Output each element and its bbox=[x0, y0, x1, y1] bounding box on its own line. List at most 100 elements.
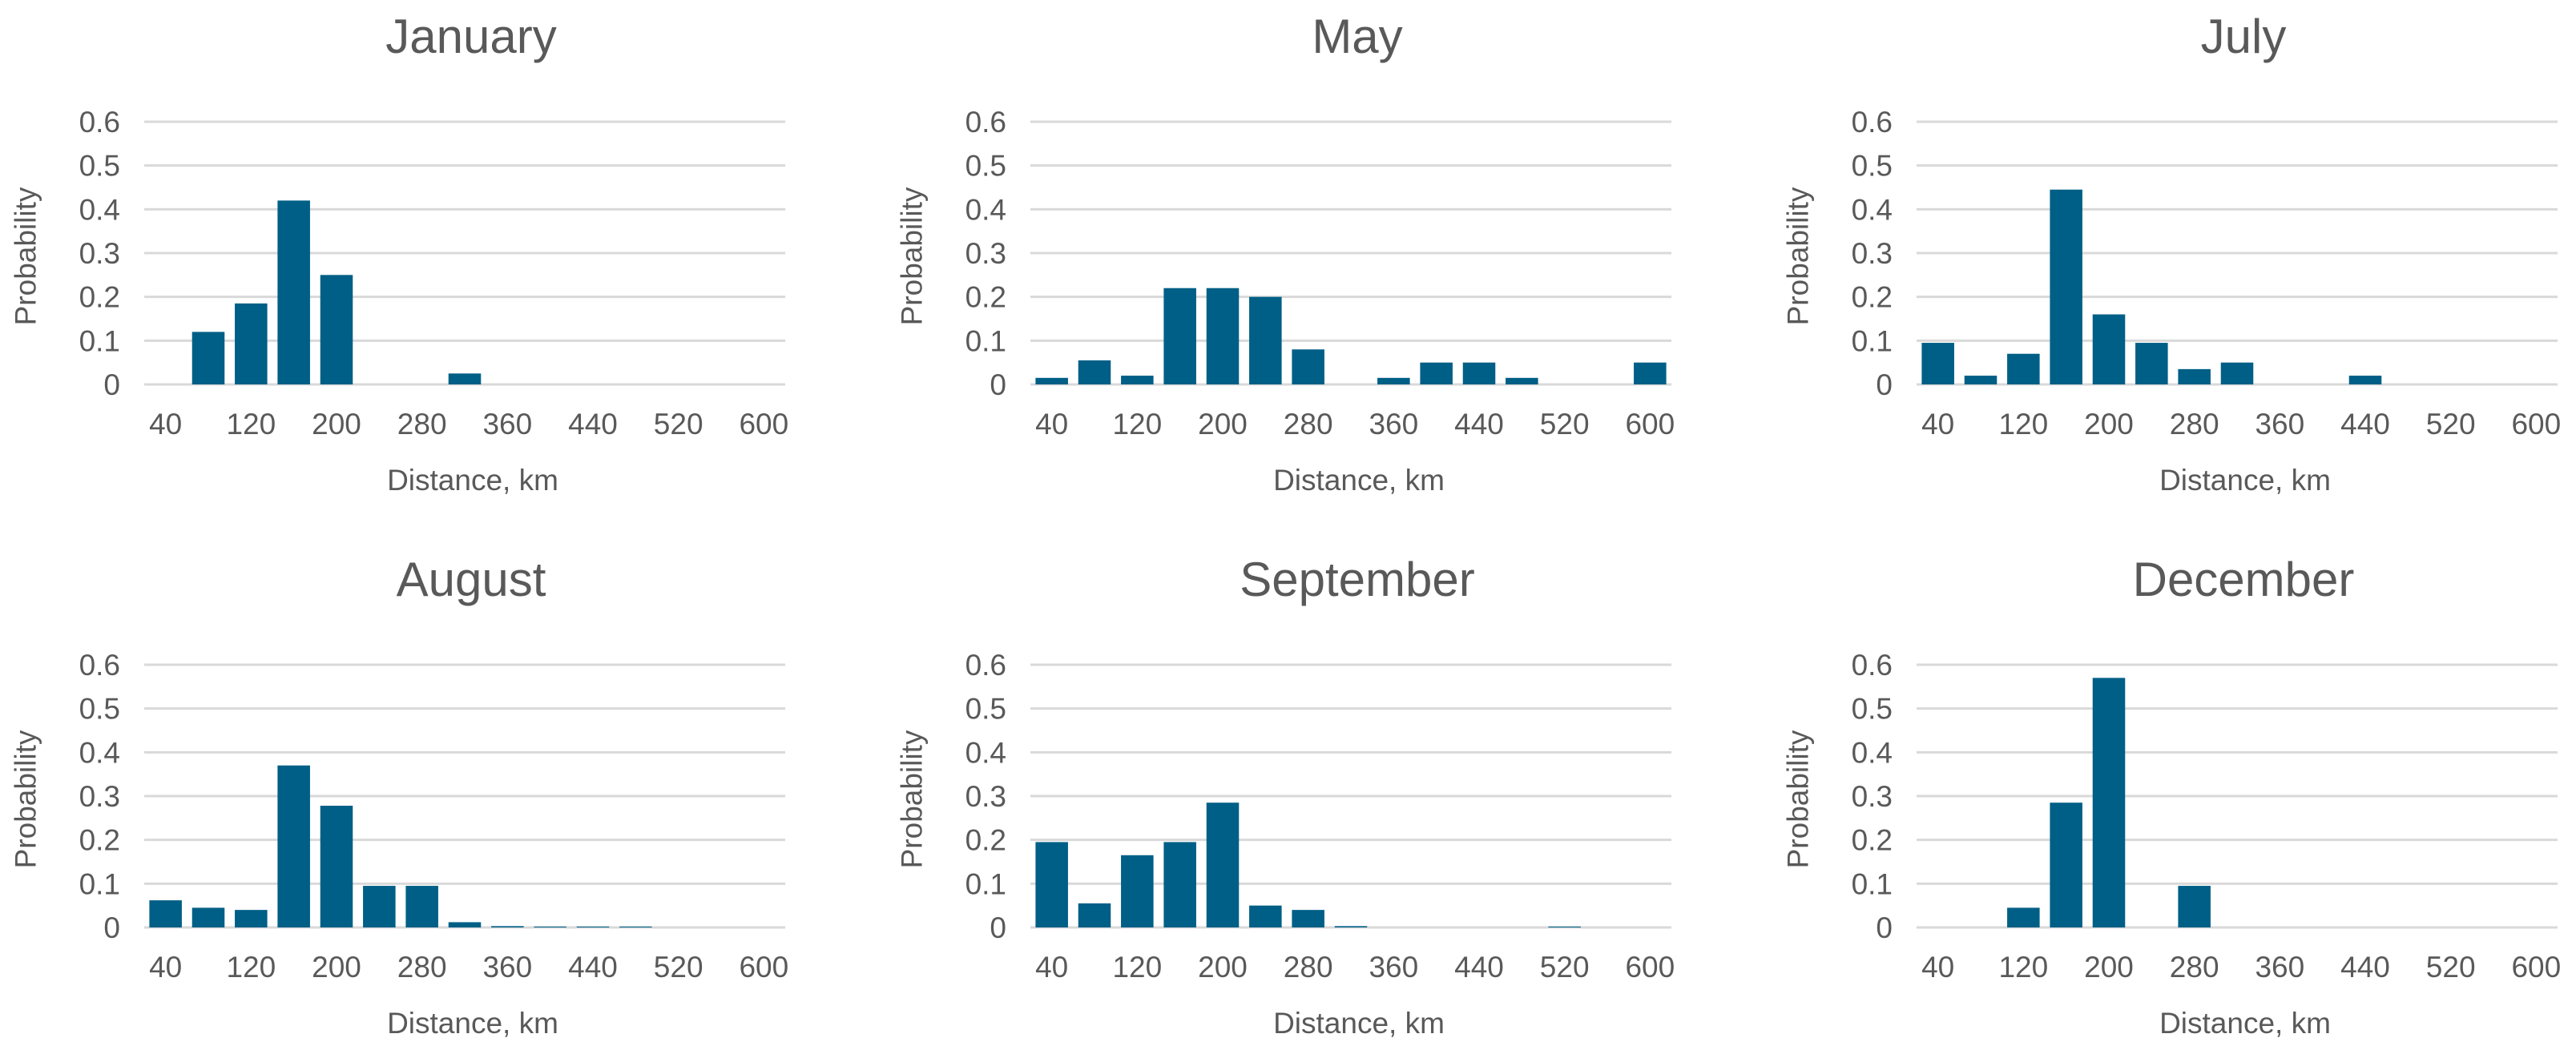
bar-320 bbox=[1334, 926, 1368, 927]
x-tick-label: 200 bbox=[312, 408, 361, 440]
bar-120 bbox=[235, 910, 268, 927]
y-tick-label: 0.2 bbox=[79, 281, 120, 314]
y-tick-label: 0.2 bbox=[965, 281, 1006, 314]
bar-160 bbox=[2050, 189, 2082, 384]
y-tick-label: 0.1 bbox=[79, 867, 120, 900]
x-tick-label: 600 bbox=[2511, 408, 2561, 440]
y-tick-label: 0.4 bbox=[79, 193, 120, 226]
bar-80 bbox=[1078, 360, 1111, 384]
x-tick-label: 600 bbox=[1625, 408, 1675, 440]
y-tick-label: 0 bbox=[1876, 368, 1893, 401]
chart-panel-december: December 0 0.1 0.2 0.3 0.4 0.5 0.6 40 120 200 280 36… bbox=[1782, 553, 2562, 1040]
y-tick-label: 0.3 bbox=[79, 237, 120, 270]
x-tick-label: 360 bbox=[482, 408, 532, 440]
x-tick-label: 280 bbox=[1284, 951, 1333, 984]
y-tick-label: 0.2 bbox=[965, 824, 1006, 857]
x-tick-label: 360 bbox=[1369, 951, 1418, 984]
x-axis-label: Distance, km bbox=[2159, 464, 2331, 497]
bar-160 bbox=[277, 200, 310, 384]
x-tick-label: 40 bbox=[1921, 408, 1954, 440]
x-tick-label: 520 bbox=[1540, 951, 1590, 984]
y-axis-label: Probability bbox=[1782, 730, 1815, 868]
y-tick-label: 0.4 bbox=[965, 736, 1006, 769]
x-tick-label: 280 bbox=[397, 408, 447, 440]
bar-120 bbox=[1121, 376, 1154, 384]
x-axis-label: Distance, km bbox=[387, 1007, 558, 1040]
y-tick-label: 0 bbox=[103, 911, 120, 944]
x-axis-label: Distance, km bbox=[1273, 464, 1445, 497]
y-tick-label: 0.4 bbox=[1852, 736, 1893, 769]
x-tick-label: 440 bbox=[568, 951, 618, 984]
y-tick-label: 0.6 bbox=[965, 649, 1006, 682]
y-tick-label: 0.1 bbox=[1852, 324, 1893, 357]
bar-360 bbox=[1377, 377, 1410, 384]
bar-280 bbox=[2178, 886, 2211, 927]
y-tick-label: 0.3 bbox=[965, 780, 1006, 813]
y-tick-label: 0.3 bbox=[79, 780, 120, 813]
bar-440 bbox=[2348, 376, 2382, 384]
x-tick-label: 520 bbox=[654, 408, 703, 440]
y-axis-label: Probability bbox=[10, 187, 42, 325]
y-tick-label: 0.2 bbox=[1852, 824, 1893, 857]
bar-440 bbox=[1462, 362, 1496, 384]
bar-360 bbox=[491, 926, 524, 927]
bar-320 bbox=[448, 373, 482, 384]
x-tick-label: 440 bbox=[2340, 951, 2390, 984]
bar-40 bbox=[149, 900, 182, 927]
bar-600 bbox=[1634, 362, 1667, 384]
x-tick-label: 360 bbox=[2255, 408, 2304, 440]
y-axis-label: Probability bbox=[10, 730, 42, 868]
x-tick-label: 40 bbox=[1035, 408, 1068, 440]
x-tick-label: 440 bbox=[2340, 408, 2390, 440]
bar-40 bbox=[1921, 343, 1954, 384]
chart-title: July bbox=[2201, 10, 2287, 63]
bar-200 bbox=[2092, 678, 2126, 927]
bar-120 bbox=[1121, 855, 1154, 927]
x-tick-label: 200 bbox=[312, 951, 361, 984]
bar-40 bbox=[1035, 842, 1068, 927]
x-tick-label: 120 bbox=[226, 951, 276, 984]
x-tick-label: 120 bbox=[226, 408, 276, 440]
x-tick-label: 360 bbox=[1369, 408, 1418, 440]
y-tick-label: 0.1 bbox=[79, 324, 120, 357]
y-axis-label: Probability bbox=[1782, 187, 1815, 325]
x-tick-label: 40 bbox=[149, 408, 182, 440]
x-tick-label: 440 bbox=[1454, 408, 1504, 440]
y-tick-label: 0.1 bbox=[965, 867, 1006, 900]
y-tick-label: 0.1 bbox=[965, 324, 1006, 357]
x-tick-label: 280 bbox=[2170, 408, 2219, 440]
y-tick-label: 0.3 bbox=[1852, 237, 1893, 270]
bar-400 bbox=[1420, 362, 1453, 384]
bar-80 bbox=[1078, 903, 1111, 927]
bar-280 bbox=[1292, 910, 1324, 927]
bar-160 bbox=[1163, 288, 1196, 384]
chart-panel-january: January 0 0.1 0.2 0.3 0.4 0.5 0.6 40 120 200 280 360… bbox=[10, 10, 789, 497]
y-tick-label: 0.5 bbox=[965, 150, 1006, 183]
x-tick-label: 200 bbox=[2084, 951, 2134, 984]
chart-title: August bbox=[397, 553, 546, 606]
bar-160 bbox=[1163, 842, 1196, 927]
x-tick-label: 520 bbox=[654, 951, 703, 984]
chart-title: September bbox=[1240, 553, 1475, 606]
bar-240 bbox=[2135, 343, 2168, 384]
y-axis-label: Probability bbox=[896, 187, 929, 325]
x-tick-label: 280 bbox=[397, 951, 447, 984]
chart-panel-september: September 0 0.1 0.2 0.3 0.4 0.5 0.6 40 120 200 280 3… bbox=[896, 553, 1675, 1040]
x-tick-label: 280 bbox=[2170, 951, 2219, 984]
y-tick-label: 0.1 bbox=[1852, 867, 1893, 900]
chart-title: January bbox=[385, 10, 556, 63]
x-tick-label: 360 bbox=[482, 951, 532, 984]
x-tick-label: 440 bbox=[1454, 951, 1504, 984]
bar-200 bbox=[320, 275, 353, 384]
y-tick-label: 0.5 bbox=[965, 693, 1006, 726]
bar-160 bbox=[2050, 803, 2082, 927]
bar-320 bbox=[2220, 362, 2254, 384]
x-axis-label: Distance, km bbox=[2159, 1007, 2331, 1040]
x-tick-label: 40 bbox=[1035, 951, 1068, 984]
x-tick-label: 40 bbox=[1921, 951, 1954, 984]
bar-280 bbox=[1292, 349, 1324, 384]
y-tick-label: 0 bbox=[103, 368, 120, 401]
bar-240 bbox=[363, 886, 396, 927]
bar-80 bbox=[191, 332, 225, 384]
